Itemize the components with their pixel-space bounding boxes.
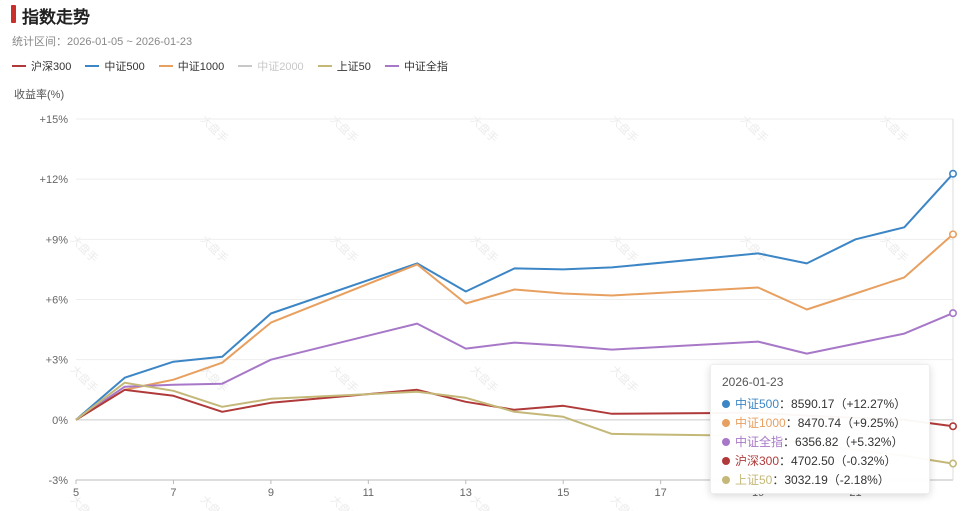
legend-swatch bbox=[384, 65, 399, 67]
legend-label: 上证50 bbox=[336, 61, 371, 73]
y-tick-label: +3% bbox=[46, 355, 69, 367]
tooltip-separator: ： bbox=[785, 416, 798, 430]
legend-item[interactable]: 中证500 bbox=[85, 58, 145, 74]
legend-item[interactable]: 中证2000 bbox=[238, 58, 304, 74]
tooltip-date: 2026-01-23 bbox=[722, 375, 784, 389]
tooltip-change: （-0.32%） bbox=[834, 454, 897, 468]
tooltip-value: 6356.82 bbox=[795, 434, 839, 449]
watermark-text: 大盘手 bbox=[328, 492, 361, 511]
watermark-text: 大盘手 bbox=[328, 232, 361, 265]
y-tick-label: +9% bbox=[46, 234, 69, 246]
watermark-text: 大盘手 bbox=[328, 362, 361, 395]
series-line[interactable] bbox=[75, 312, 954, 421]
watermark-text: 大盘手 bbox=[608, 112, 641, 145]
legend-label: 中证1000 bbox=[177, 61, 225, 73]
tooltip-series-name: 中证1000 bbox=[735, 416, 786, 430]
series-end-point bbox=[948, 422, 957, 431]
legend-label: 沪深300 bbox=[31, 61, 72, 73]
watermark-text: 大盘手 bbox=[68, 232, 101, 265]
y-tick-label: +15% bbox=[40, 114, 69, 126]
watermark-text: 大盘手 bbox=[198, 362, 231, 395]
tooltip-dot bbox=[722, 475, 730, 484]
x-tick-label: 9 bbox=[268, 487, 274, 499]
series-end-point bbox=[948, 309, 957, 318]
tooltip-value: 3032.19 bbox=[784, 472, 828, 487]
y-tick-label: +6% bbox=[46, 295, 69, 307]
watermark-text: 大盘手 bbox=[468, 492, 501, 511]
y-axis-label: 收益率(%) bbox=[14, 89, 65, 101]
watermark-text: 大盘手 bbox=[468, 232, 501, 265]
tooltip-value: 4702.50 bbox=[791, 453, 835, 468]
tooltip-change: （-2.18%） bbox=[827, 473, 890, 487]
watermark-text: 大盘手 bbox=[328, 112, 361, 145]
legend-swatch bbox=[85, 65, 100, 67]
watermark-text: 大盘手 bbox=[468, 362, 501, 395]
date-range-subtitle: 统计区间：2026-01-05 ~ 2026-01-23 bbox=[12, 36, 193, 48]
chart-tooltip: 2026-01-23 中证500： 8590.17 （+12.27%） 中证1000：… bbox=[710, 364, 930, 494]
tooltip-dot bbox=[722, 418, 730, 427]
watermark-text: 大盘手 bbox=[198, 232, 231, 265]
watermark-text: 大盘手 bbox=[68, 362, 101, 395]
legend-swatch bbox=[317, 65, 332, 67]
tooltip-series-name: 中证500 bbox=[735, 397, 780, 411]
tooltip-dot bbox=[722, 399, 730, 408]
tooltip-row: 中证全指： 6356.82 （+5.32%） bbox=[722, 433, 903, 450]
tooltip-series-name: 上证50 bbox=[735, 473, 773, 487]
legend-swatch bbox=[12, 65, 26, 67]
x-tick-label: 17 bbox=[655, 487, 667, 499]
tooltip-value: 8470.74 bbox=[797, 415, 842, 430]
tooltip-separator: ： bbox=[779, 397, 792, 411]
x-tick-label: 13 bbox=[460, 487, 472, 499]
tooltip-row: 中证500： 8590.17 （+12.27%） bbox=[722, 395, 906, 412]
chart-legend: 沪深300 中证500 中证1000 中证2000 上证50 中证全指 bbox=[12, 58, 448, 74]
tooltip-separator: ： bbox=[783, 435, 796, 449]
tooltip-series-name: 沪深300 bbox=[735, 454, 780, 468]
legend-swatch bbox=[238, 65, 253, 67]
watermark-text: 大盘手 bbox=[198, 492, 231, 511]
tooltip-separator: ： bbox=[779, 454, 792, 468]
series-line[interactable] bbox=[75, 233, 954, 421]
watermark-text: 大盘手 bbox=[878, 232, 911, 265]
tooltip-series-name: 中证全指 bbox=[735, 435, 784, 449]
legend-item[interactable]: 中证1000 bbox=[158, 58, 225, 74]
tooltip-separator: ： bbox=[772, 473, 785, 487]
tooltip-value: 8590.17 bbox=[791, 396, 835, 411]
legend-item[interactable]: 中证全指 bbox=[384, 58, 448, 74]
series-line[interactable] bbox=[75, 173, 954, 421]
watermark-text: 大盘手 bbox=[738, 112, 771, 145]
legend-item[interactable]: 沪深300 bbox=[12, 58, 71, 74]
tooltip-row: 沪深300： 4702.50 （-0.32%） bbox=[722, 452, 896, 469]
legend-swatch bbox=[158, 65, 173, 67]
series-end-point bbox=[948, 230, 957, 239]
y-tick-label: 0% bbox=[52, 415, 68, 427]
watermark-text: 大盘手 bbox=[738, 232, 771, 265]
tooltip-row: 上证50： 3032.19 （-2.18%） bbox=[722, 471, 890, 488]
y-tick-label: -3% bbox=[48, 475, 68, 487]
tooltip-dot bbox=[722, 437, 730, 446]
title-accent-bar bbox=[11, 5, 16, 23]
watermark-text: 大盘手 bbox=[878, 112, 911, 145]
series-end-point bbox=[948, 169, 957, 178]
x-tick-label: 7 bbox=[170, 487, 176, 499]
tooltip-change: （+5.32%） bbox=[838, 435, 904, 449]
y-tick-label: +12% bbox=[40, 174, 69, 186]
x-tick-label: 11 bbox=[363, 487, 374, 499]
tooltip-change: （+9.25%） bbox=[841, 416, 907, 430]
page-title: 指数走势 bbox=[22, 8, 90, 27]
tooltip-dot bbox=[722, 456, 730, 465]
watermark-text: 大盘手 bbox=[608, 232, 641, 265]
watermark-text: 大盘手 bbox=[468, 112, 501, 145]
legend-item[interactable]: 上证50 bbox=[317, 58, 371, 74]
x-tick-label: 5 bbox=[73, 487, 79, 499]
tooltip-change: （+12.27%） bbox=[834, 397, 907, 411]
legend-label: 中证全指 bbox=[403, 61, 448, 73]
watermark-text: 大盘手 bbox=[608, 362, 641, 395]
x-tick-label: 15 bbox=[557, 487, 569, 499]
legend-label: 中证2000 bbox=[257, 61, 304, 73]
series-end-point bbox=[948, 459, 957, 468]
legend-label: 中证500 bbox=[104, 61, 145, 73]
tooltip-row: 中证1000： 8470.74 （+9.25%） bbox=[722, 414, 906, 431]
watermark-text: 大盘手 bbox=[608, 492, 641, 511]
watermark-text: 大盘手 bbox=[198, 112, 231, 145]
